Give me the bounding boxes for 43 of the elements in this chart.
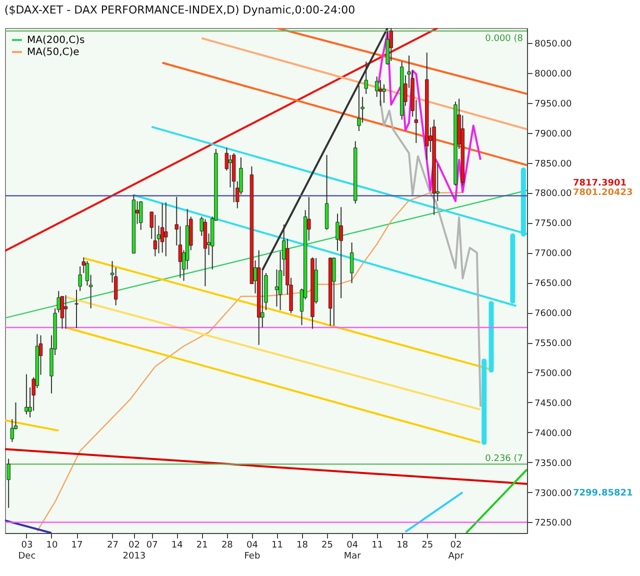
text: 7299.85821 xyxy=(573,488,633,498)
annotation: 0.236 (7 xyxy=(485,454,523,464)
x-tick-label: 04 Mar xyxy=(344,540,362,562)
x-tick-label: 11 xyxy=(272,540,283,550)
annotation: 0.000 (8 xyxy=(485,34,524,44)
x-tick-label: 27 xyxy=(107,540,118,550)
x-tick-label: 02 Apr xyxy=(448,540,464,562)
y-tick-label: 8050.00 xyxy=(534,39,572,50)
x-tick-label: 03 Dec xyxy=(18,540,36,562)
y-tick-label: 7400.00 xyxy=(534,428,572,439)
x-tick-label: 14 xyxy=(171,540,184,550)
y-tick-label: 7700.00 xyxy=(534,249,572,260)
x-tick-label: 17 xyxy=(71,540,83,550)
y-tick-label: 7800.00 xyxy=(534,189,572,200)
legend-label: MA(50,C)e xyxy=(27,47,80,58)
y-tick-label: 7450.00 xyxy=(534,398,572,409)
y-tick-label: 7600.00 xyxy=(534,309,572,320)
x-tick-label: 18 xyxy=(396,540,408,550)
x-tick-label: 07 xyxy=(146,540,158,550)
x-tick-label: 18 xyxy=(296,540,308,550)
legend-label: MA(200,C)s xyxy=(27,35,85,46)
text: 7817.3901 xyxy=(573,178,627,188)
y-tick-label: 7750.00 xyxy=(534,219,572,230)
y-tick-label: 7950.00 xyxy=(534,99,572,110)
y-tick-label: 7650.00 xyxy=(534,279,572,290)
x-tick-label: 11 xyxy=(372,540,384,550)
y-tick-label: 7550.00 xyxy=(534,339,572,349)
y-tick-label: 7500.00 xyxy=(534,368,572,379)
x-tick-label: 02 2013 xyxy=(122,540,146,562)
y-tick-label: 7350.00 xyxy=(534,458,572,469)
y-tick-label: 7850.00 xyxy=(534,159,572,170)
text: 7801.20423 xyxy=(573,188,633,198)
y-tick-label: 7300.00 xyxy=(534,488,572,499)
y-tick-label: 7250.00 xyxy=(534,518,572,529)
x-tick-label: 25 xyxy=(322,540,334,550)
chart-title: ($DAX-XET - DAX PERFORMANCE-INDEX,D) Dynamic,0:00-24:00 xyxy=(4,4,356,16)
x-tick-label: 28 xyxy=(221,540,234,550)
x-tick-label: 04 Feb xyxy=(244,540,260,562)
x-tick-label: 21 xyxy=(196,540,208,550)
x-tick-label: 10 xyxy=(46,540,58,550)
y-tick-label: 7900.00 xyxy=(534,129,572,140)
y-tick-label: 8000.00 xyxy=(534,69,572,80)
x-tick-label: 25 xyxy=(422,540,434,550)
